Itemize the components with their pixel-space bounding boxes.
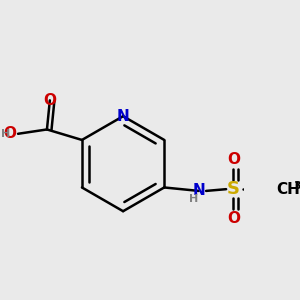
Text: N: N [192, 183, 205, 198]
Text: H: H [189, 194, 198, 204]
Text: S: S [227, 180, 240, 198]
Text: O: O [44, 93, 56, 108]
Text: N: N [117, 109, 130, 124]
Text: 3: 3 [293, 182, 300, 191]
Text: O: O [3, 126, 16, 141]
Text: O: O [227, 152, 240, 167]
Text: O: O [227, 211, 240, 226]
Text: CH: CH [276, 182, 300, 197]
Text: H: H [1, 129, 10, 139]
